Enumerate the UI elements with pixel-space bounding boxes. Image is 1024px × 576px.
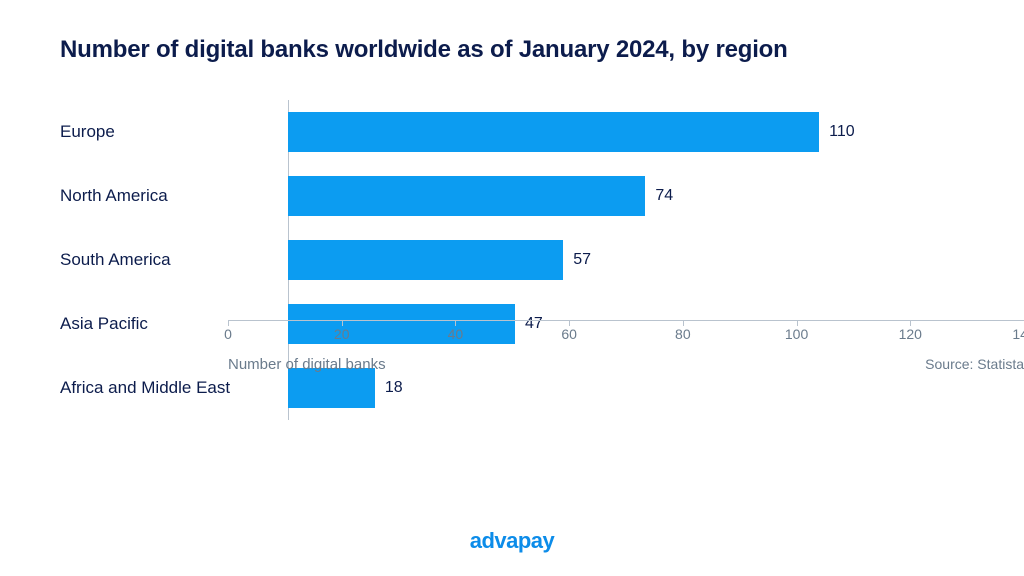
x-axis: 020406080100120140 Number of digital ban… [228,320,1024,380]
x-tick-label: 60 [561,326,577,342]
x-tick-label: 100 [785,326,808,342]
category-label: South America [60,228,288,292]
chart-title: Number of digital banks worldwide as of … [60,36,964,64]
x-tick-label: 40 [448,326,464,342]
brand-logo: advapay [0,528,1024,554]
bar-value-label: 57 [573,251,591,269]
bar-row: 110 [288,100,964,164]
source-label: Source: Statista [925,356,1024,372]
x-tick-label: 140 [1012,326,1024,342]
x-axis-line [228,320,1024,321]
x-axis-label: Number of digital banks [228,356,386,373]
bar-value-label: 74 [655,187,673,205]
bar-row: 57 [288,228,964,292]
bar [288,112,819,152]
bar-value-label: 110 [829,123,855,141]
category-label: Europe [60,100,288,164]
x-tick-label: 0 [224,326,232,342]
x-tick-label: 20 [334,326,350,342]
x-tick-label: 80 [675,326,691,342]
bar [288,240,563,280]
x-axis-ticks: 020406080100120140 [228,326,1024,346]
bar-row: 74 [288,164,964,228]
bar-value-label: 18 [385,379,403,397]
bar [288,176,645,216]
chart-card: Number of digital banks worldwide as of … [0,0,1024,576]
x-tick-label: 120 [899,326,922,342]
category-label: North America [60,164,288,228]
